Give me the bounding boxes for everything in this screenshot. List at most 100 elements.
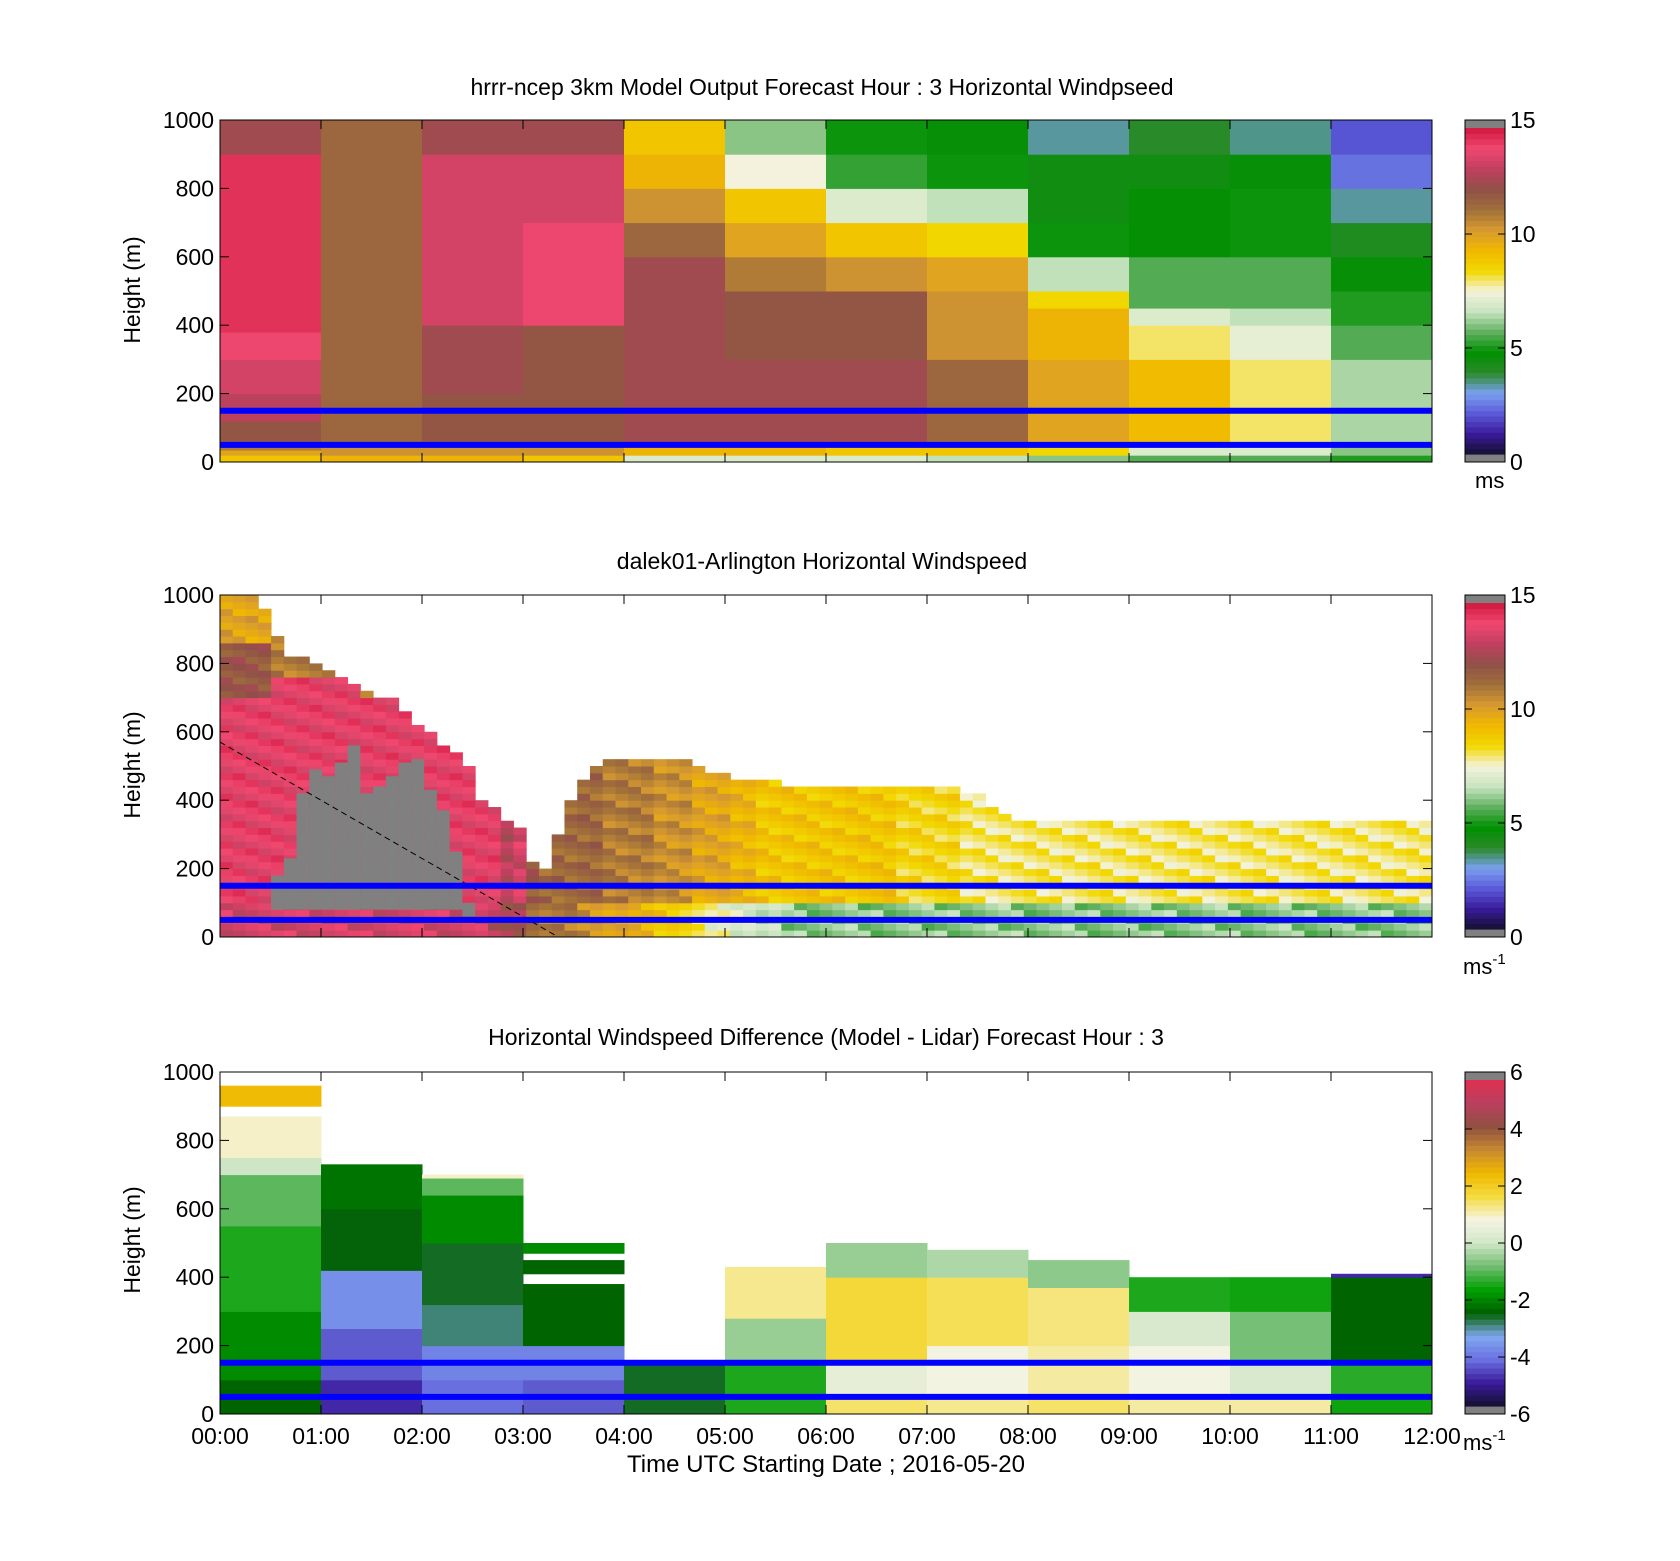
heatmap-cell <box>794 930 808 938</box>
heatmap-cell <box>487 861 502 870</box>
heatmap-cell <box>704 800 719 808</box>
heatmap-cell <box>908 793 923 801</box>
heatmap-cell <box>526 861 540 870</box>
heatmap-cell <box>500 895 514 904</box>
heatmap-cell <box>589 807 604 815</box>
heatmap-cell <box>819 813 833 822</box>
panel-model-ylabel: Height (m) <box>119 236 145 343</box>
heatmap-cell <box>781 909 795 917</box>
heatmap-cell <box>1230 188 1332 258</box>
heatmap-cell <box>1202 930 1216 938</box>
heatmap-cell <box>641 854 655 863</box>
colorbar-segment <box>1465 733 1505 740</box>
heatmap-cell <box>692 820 706 829</box>
heatmap-cell <box>819 820 833 829</box>
heatmap-cell <box>1240 902 1254 911</box>
heatmap-cell <box>1164 848 1178 856</box>
heatmap-cell <box>781 875 795 883</box>
heatmap-cell <box>360 724 374 733</box>
heatmap-cell <box>462 923 476 931</box>
heatmap-cell <box>564 895 578 904</box>
heatmap-cell <box>666 875 680 883</box>
heatmap-cell <box>1176 841 1191 849</box>
y-tick-label: 0 <box>201 1401 214 1427</box>
heatmap-cell <box>232 875 247 883</box>
heatmap-cell <box>1129 120 1231 155</box>
heatmap-cell <box>826 256 928 292</box>
colorbar-segment <box>1465 1248 1505 1255</box>
heatmap-cell <box>628 813 642 822</box>
heatmap-cell <box>768 854 782 863</box>
heatmap-cell <box>360 772 374 781</box>
heatmap-cell <box>373 711 387 719</box>
heatmap-cell <box>641 766 655 774</box>
heatmap-cell <box>653 895 668 904</box>
heatmap-cell <box>513 861 527 870</box>
heatmap-cell <box>602 902 616 911</box>
heatmap-cell <box>1355 854 1369 863</box>
heatmap-cell <box>1393 875 1407 883</box>
heatmap-cell <box>743 813 757 822</box>
heatmap-cell <box>1202 827 1216 835</box>
colorbar-segment <box>1465 247 1505 254</box>
heatmap-cell <box>220 889 234 897</box>
heatmap-cell <box>258 841 272 849</box>
heatmap-cell <box>1278 827 1293 835</box>
heatmap-cell <box>1113 930 1127 938</box>
heatmap-cell <box>934 909 948 917</box>
heatmap-cell <box>271 841 285 849</box>
heatmap-cell <box>832 902 846 911</box>
colorbar-tick-label: 10 <box>1510 696 1536 722</box>
heatmap-cell <box>832 800 846 808</box>
heatmap-cell <box>1227 902 1242 911</box>
heatmap-cell <box>870 902 884 911</box>
heatmap-cell <box>998 889 1012 897</box>
heatmap-cell <box>947 827 961 835</box>
heatmap-cell <box>679 807 693 815</box>
colorbar-segment <box>1465 700 1505 707</box>
colorbar-segment <box>1465 236 1505 243</box>
heatmap-cell <box>730 786 744 794</box>
heatmap-cell <box>641 895 655 904</box>
heatmap-cell <box>271 704 285 712</box>
y-tick-label: 400 <box>176 312 214 338</box>
heatmap-cell <box>730 909 744 917</box>
heatmap-cell <box>921 861 935 870</box>
heatmap-cell <box>271 690 285 699</box>
colorbar-segment <box>1465 1395 1505 1402</box>
heatmap-cell <box>296 786 310 794</box>
colorbar-segment <box>1465 1139 1505 1146</box>
heatmap-cell <box>908 820 923 829</box>
heatmap-cell <box>1278 820 1293 829</box>
heatmap-cell <box>220 875 234 883</box>
heatmap-cell <box>513 902 527 911</box>
heatmap-cell <box>921 793 935 801</box>
heatmap-cell <box>679 813 693 822</box>
heatmap-cell <box>1151 861 1165 870</box>
heatmap-cell <box>666 786 680 794</box>
heatmap-cell <box>258 786 272 794</box>
heatmap-cell <box>309 697 323 705</box>
heatmap-cell <box>385 923 400 931</box>
heatmap-cell <box>232 608 247 617</box>
heatmap-cell <box>947 930 961 938</box>
heatmap-cell <box>1062 868 1076 876</box>
heatmap-cell <box>1317 923 1331 931</box>
heatmap-cell <box>232 813 247 822</box>
colorbar-segment <box>1465 1367 1505 1374</box>
heatmap-cell <box>283 779 298 788</box>
colorbar-segment <box>1465 388 1505 395</box>
heatmap-cell <box>947 875 961 883</box>
heatmap-cell <box>845 807 859 815</box>
heatmap-cell <box>641 779 655 788</box>
heatmap-cell <box>666 868 680 876</box>
heatmap-cell <box>947 861 961 870</box>
heatmap-cell <box>462 861 476 870</box>
heatmap-cell <box>258 738 272 746</box>
heatmap-cell <box>628 868 642 876</box>
heatmap-cell <box>934 841 948 849</box>
heatmap-cell <box>1138 834 1152 842</box>
colorbar-segment <box>1465 717 1505 724</box>
colorbar-frame <box>1464 594 1506 938</box>
heatmap-cell <box>449 807 463 815</box>
